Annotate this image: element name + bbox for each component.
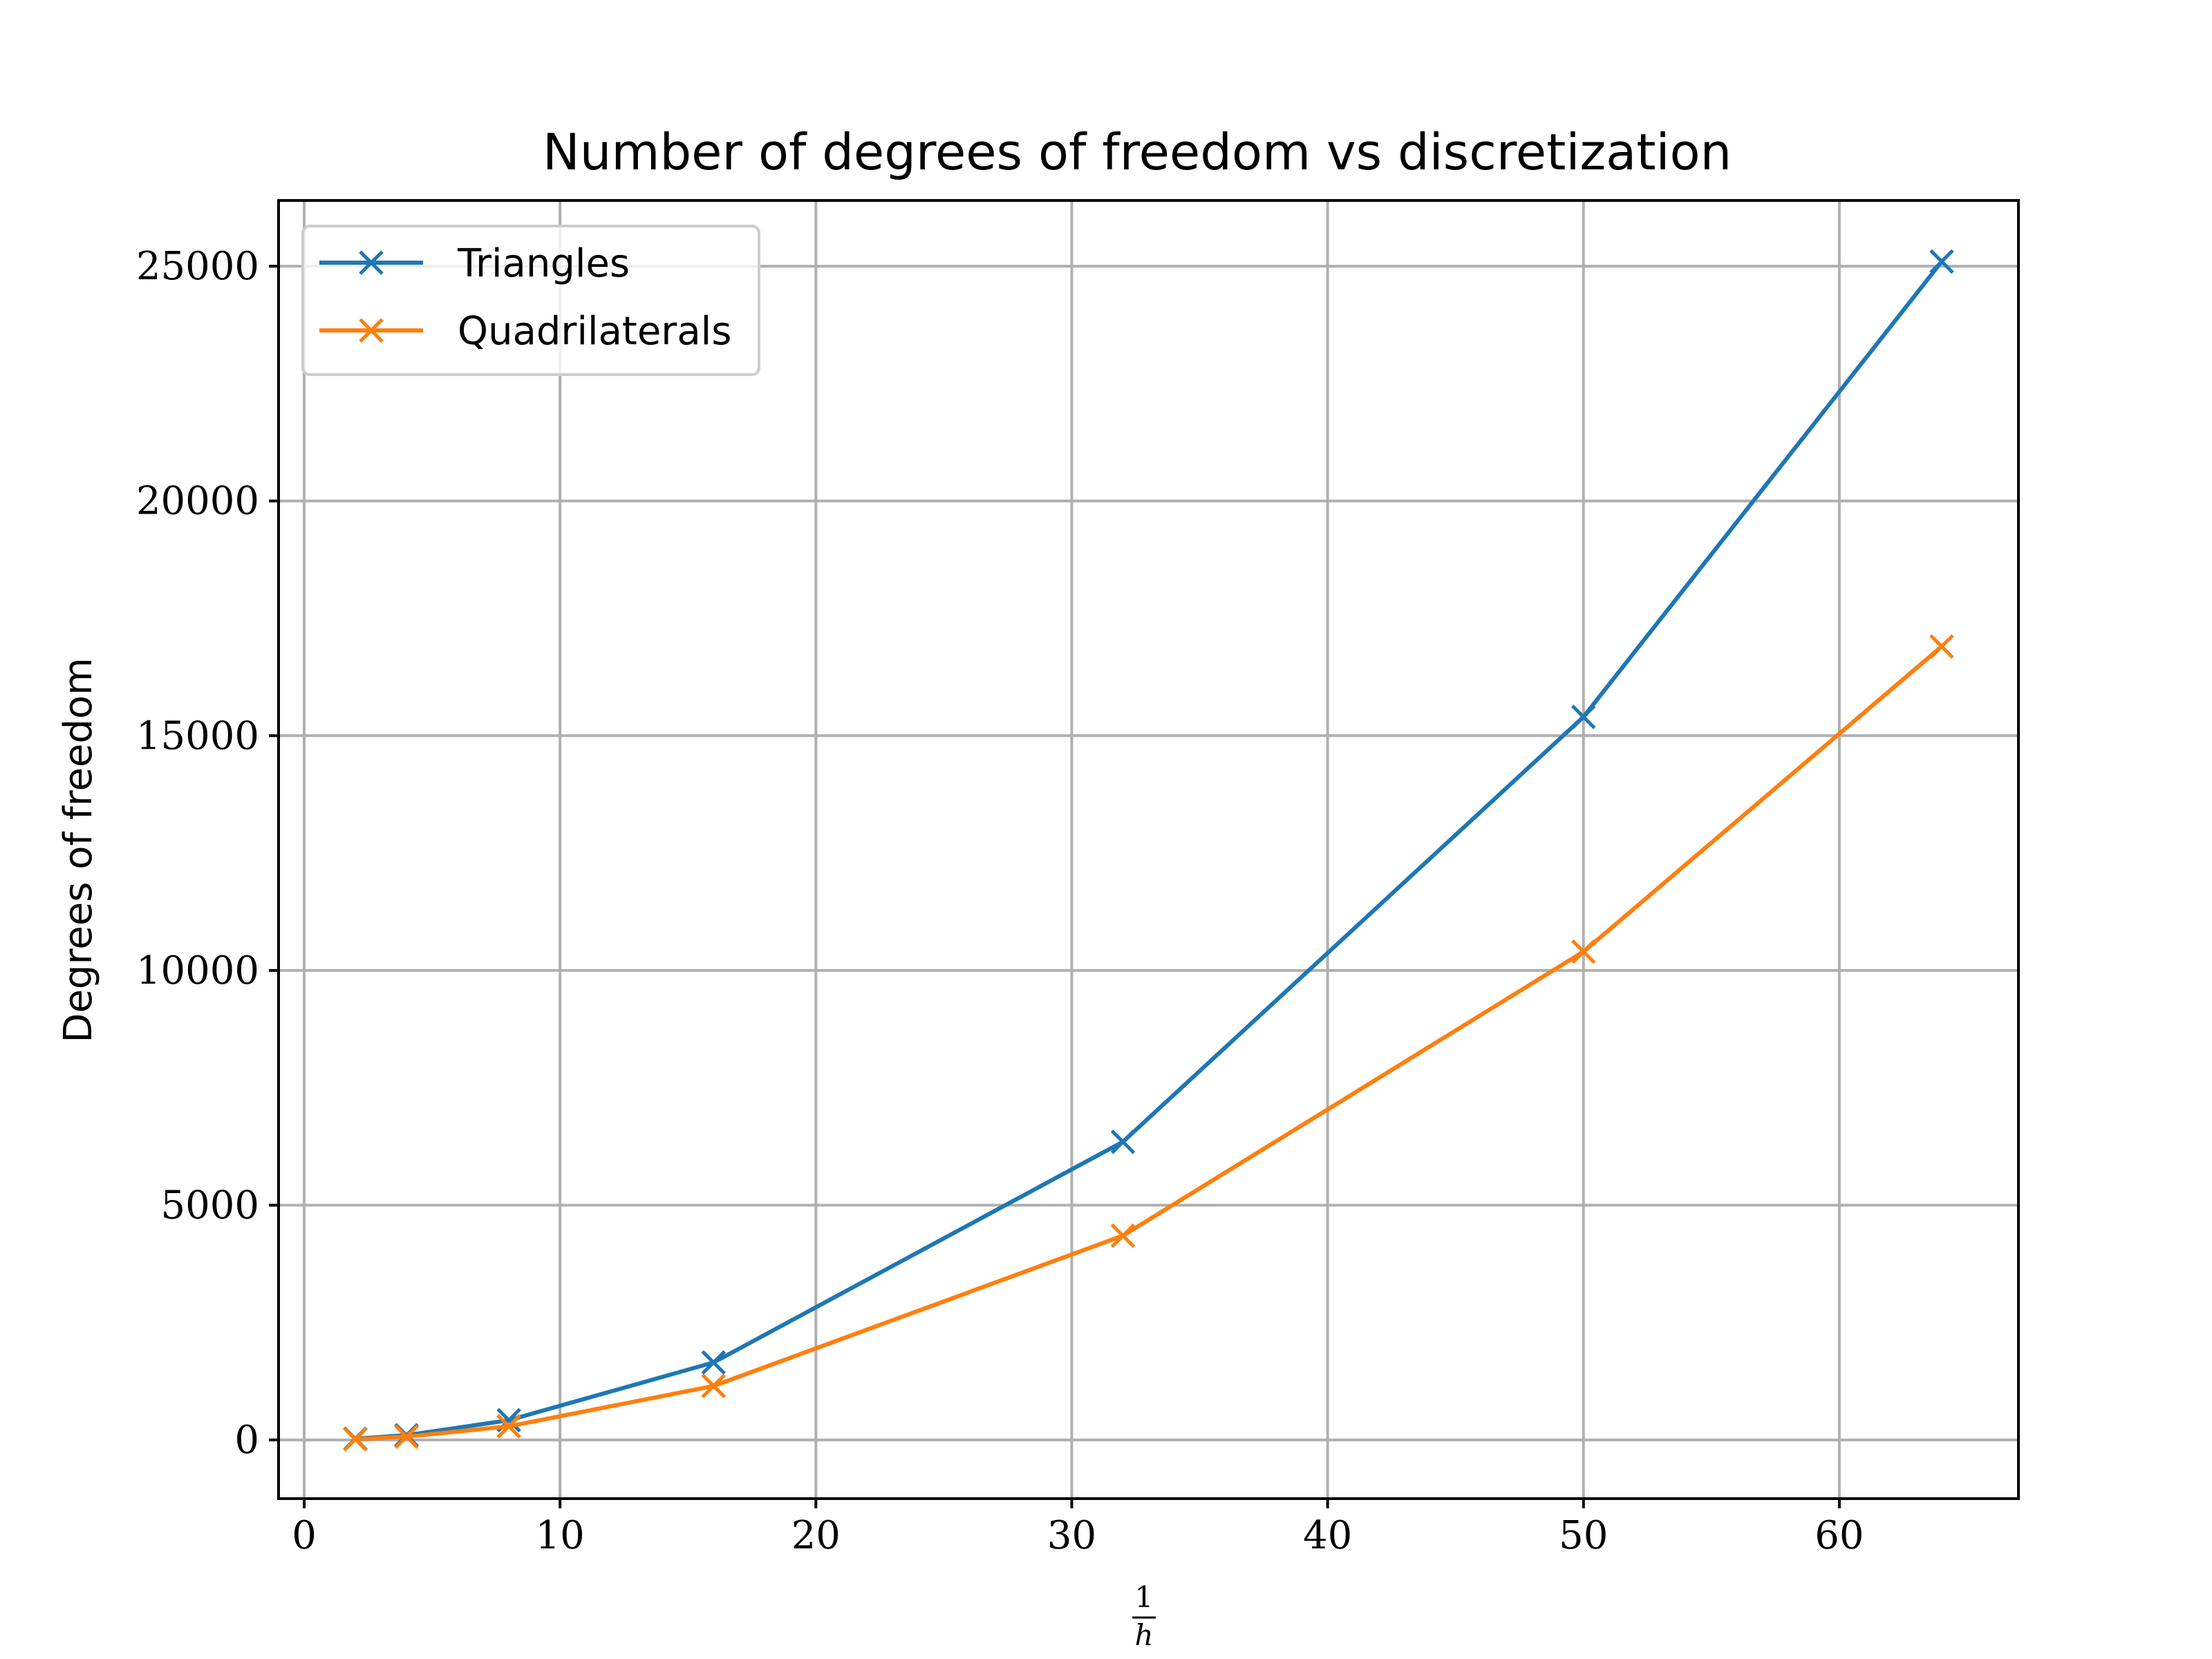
x-tick-label: 10 [536, 1513, 585, 1558]
legend-entry-triangles: Triangles [319, 241, 630, 286]
grid [279, 200, 2018, 1499]
x-tick-label: 60 [1815, 1513, 1864, 1558]
x-axis-label: 1 h [1132, 1580, 1156, 1652]
data-point-quadrilaterals [1110, 1223, 1136, 1248]
y-tick-label: 25000 [136, 244, 259, 289]
data-point-quadrilaterals [343, 1427, 368, 1452]
chart-title: Number of degrees of freedom vs discreti… [543, 123, 1732, 181]
data-point-triangles [1571, 704, 1596, 729]
data-point-triangles [1110, 1130, 1136, 1154]
y-tick-label: 10000 [136, 948, 259, 993]
x-axis-label-denominator: h [1134, 1618, 1153, 1652]
data-point-quadrilaterals [496, 1414, 521, 1439]
data-point-quadrilaterals [701, 1374, 727, 1398]
y-axis-label: Degrees of freedom [56, 657, 101, 1042]
y-tick-label: 15000 [136, 713, 259, 758]
data-point-quadrilaterals [1929, 634, 1954, 659]
x-tick-label: 20 [791, 1513, 841, 1558]
y-tick-label: 5000 [160, 1183, 259, 1228]
legend-marker-quadrilaterals [359, 318, 384, 343]
series-quadrilaterals [343, 634, 1954, 1452]
series-layer [343, 249, 1954, 1452]
x-tick-label: 0 [292, 1513, 317, 1558]
y-tick-label: 0 [234, 1418, 259, 1463]
legend: Triangles Quadrilaterals [301, 225, 760, 376]
x-tick-label: 40 [1303, 1513, 1352, 1558]
legend-label-quadrilaterals: Quadrilaterals [458, 309, 731, 354]
y-tick-label: 20000 [136, 479, 259, 524]
data-point-quadrilaterals [1571, 939, 1596, 964]
plot-area-frame [277, 199, 2020, 1500]
y-axis-ticks: 0 5000 10000 15000 20000 25000 [136, 244, 279, 1463]
x-tick-label: 50 [1559, 1513, 1608, 1558]
legend-marker-triangles [359, 250, 384, 275]
legend-label-triangles: Triangles [457, 241, 630, 286]
data-point-quadrilaterals [394, 1424, 419, 1450]
x-axis-ticks: 0 10 20 30 40 50 60 [292, 1499, 1864, 1558]
data-point-triangles [701, 1350, 727, 1375]
data-point-triangles [1929, 249, 1954, 274]
x-axis-label-numerator: 1 [1135, 1580, 1154, 1614]
x-tick-label: 30 [1047, 1513, 1096, 1558]
legend-entry-quadrilaterals: Quadrilaterals [319, 309, 731, 354]
